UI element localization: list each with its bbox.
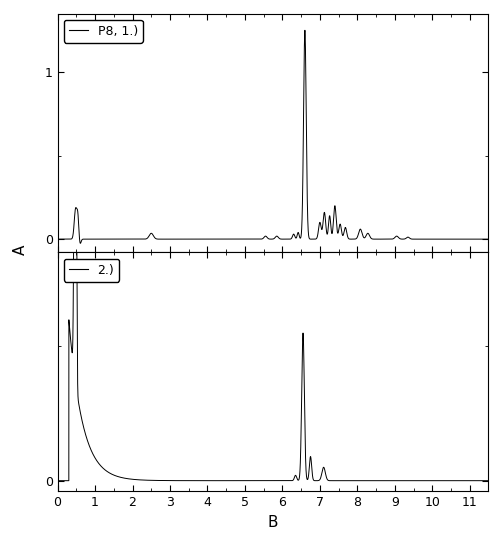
Text: A: A: [13, 244, 28, 255]
Legend: P8, 1.): P8, 1.): [64, 20, 143, 43]
X-axis label: B: B: [268, 515, 278, 530]
Legend: 2.): 2.): [64, 259, 119, 282]
